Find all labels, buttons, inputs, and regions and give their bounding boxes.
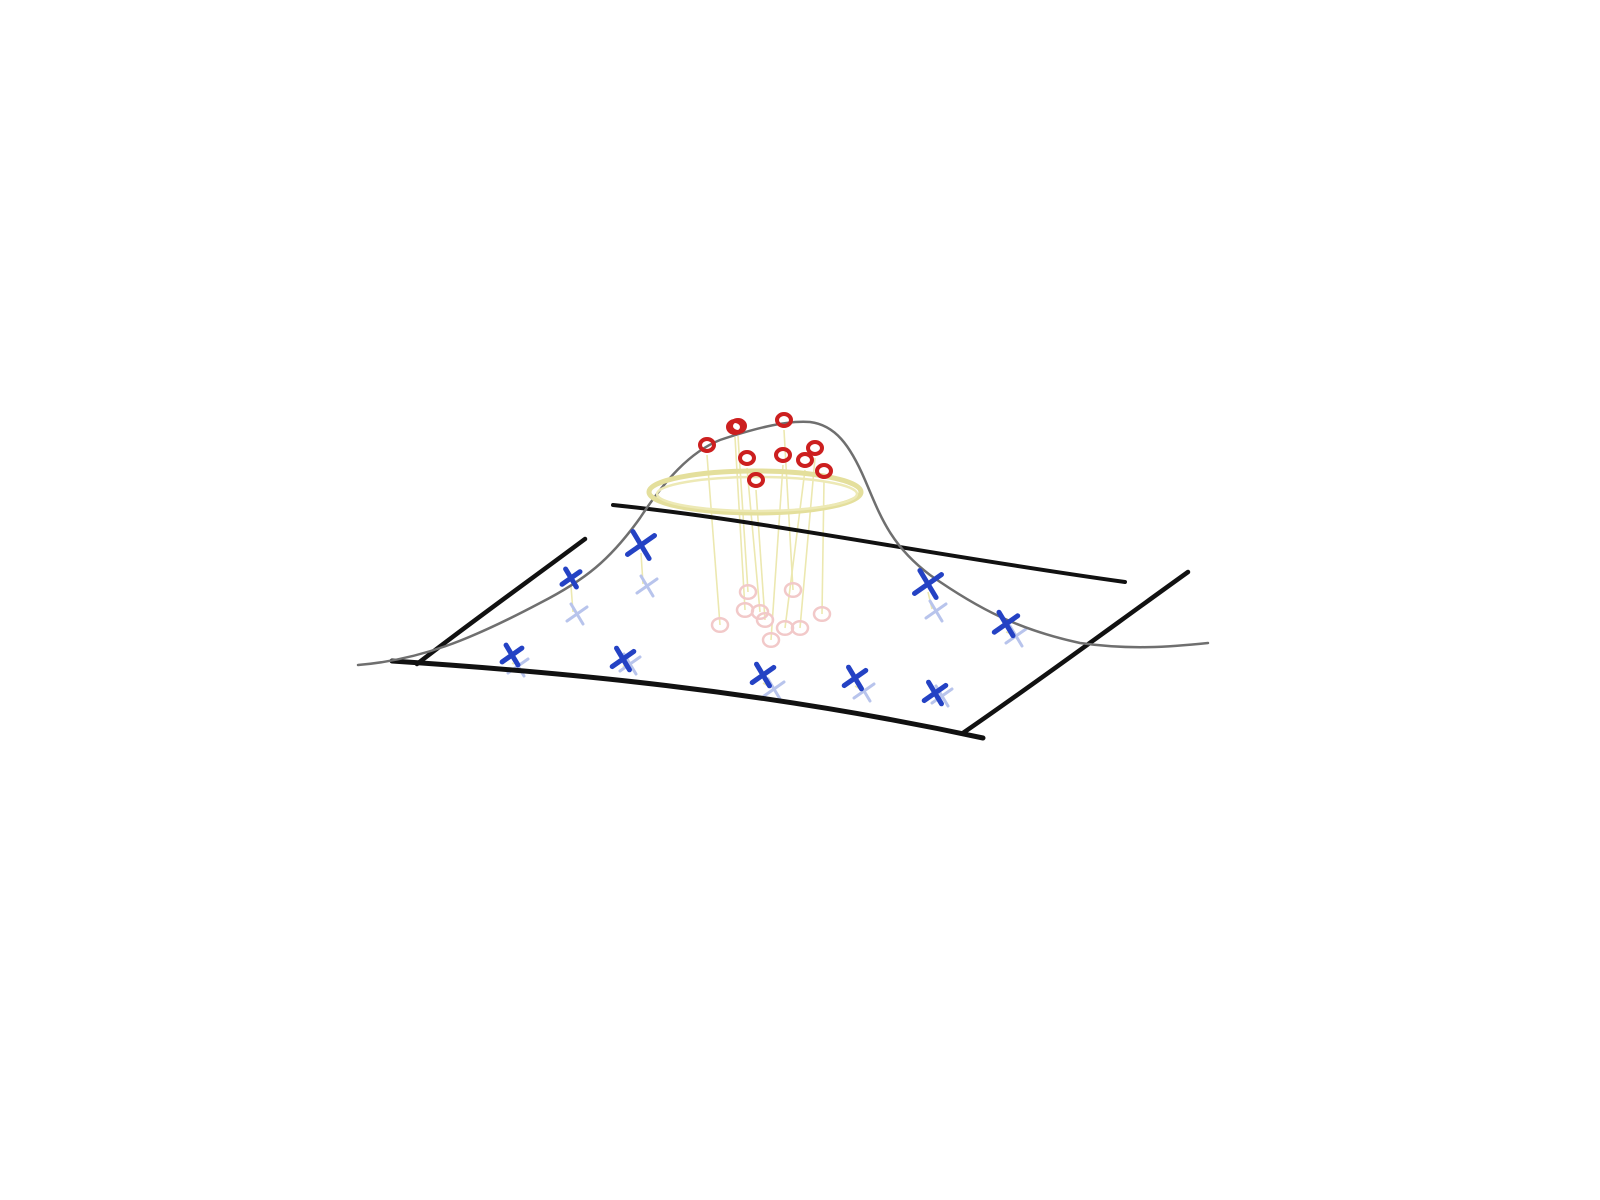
- o-shadow-marker: [755, 611, 775, 629]
- projection-line: [770, 464, 784, 641]
- decision-ring-outer: [646, 468, 864, 516]
- o-marker: [726, 419, 744, 435]
- o-shadow-marker: [783, 581, 803, 599]
- o-marker: [774, 447, 792, 463]
- projection-line: [734, 436, 746, 611]
- decision-ring-inner: [655, 475, 859, 513]
- o-shadow-marker: [735, 601, 755, 619]
- surface-outline: [356, 420, 1210, 667]
- x-marker: [625, 529, 657, 561]
- x-marker: [841, 664, 869, 692]
- x-marker: [559, 566, 583, 590]
- o-marker: [815, 463, 833, 479]
- x-marker: [499, 642, 525, 668]
- x-marker: [609, 645, 637, 673]
- o-marker: [698, 437, 716, 453]
- decision-ring: [646, 468, 864, 516]
- o-marker: [738, 450, 756, 466]
- plane-front-edge: [389, 658, 986, 741]
- projection-line: [706, 454, 721, 626]
- o-shadow-marker: [812, 605, 832, 623]
- o-shadow-marker: [775, 619, 795, 637]
- o-marker: [796, 452, 814, 468]
- x-shadow-marker: [565, 602, 589, 626]
- x-marker: [991, 609, 1021, 639]
- x-shadow-marker: [924, 599, 948, 623]
- o-marker: [775, 412, 793, 428]
- projection-line: [755, 489, 766, 621]
- o-shadow-marker: [761, 631, 781, 649]
- x-marker: [921, 679, 949, 707]
- x-marker: [749, 661, 777, 689]
- projection-line: [784, 469, 806, 629]
- lifted-points: [499, 412, 1021, 707]
- x-marker: [912, 568, 944, 600]
- plane-back-edge: [611, 503, 1127, 584]
- base-plane: [389, 503, 1191, 741]
- projection-line: [746, 467, 761, 613]
- o-shadow-marker: [738, 583, 758, 601]
- o-marker: [806, 440, 824, 456]
- projection-lines: [511, 429, 1013, 702]
- projection-line: [511, 662, 515, 665]
- projection-line: [799, 457, 816, 629]
- o-marker: [747, 472, 765, 488]
- o-shadow-marker: [710, 616, 730, 634]
- plane-right-edge: [960, 569, 1191, 736]
- x-shadow-marker: [635, 574, 659, 598]
- projection-line: [821, 480, 825, 615]
- plane-left-edge: [414, 536, 588, 667]
